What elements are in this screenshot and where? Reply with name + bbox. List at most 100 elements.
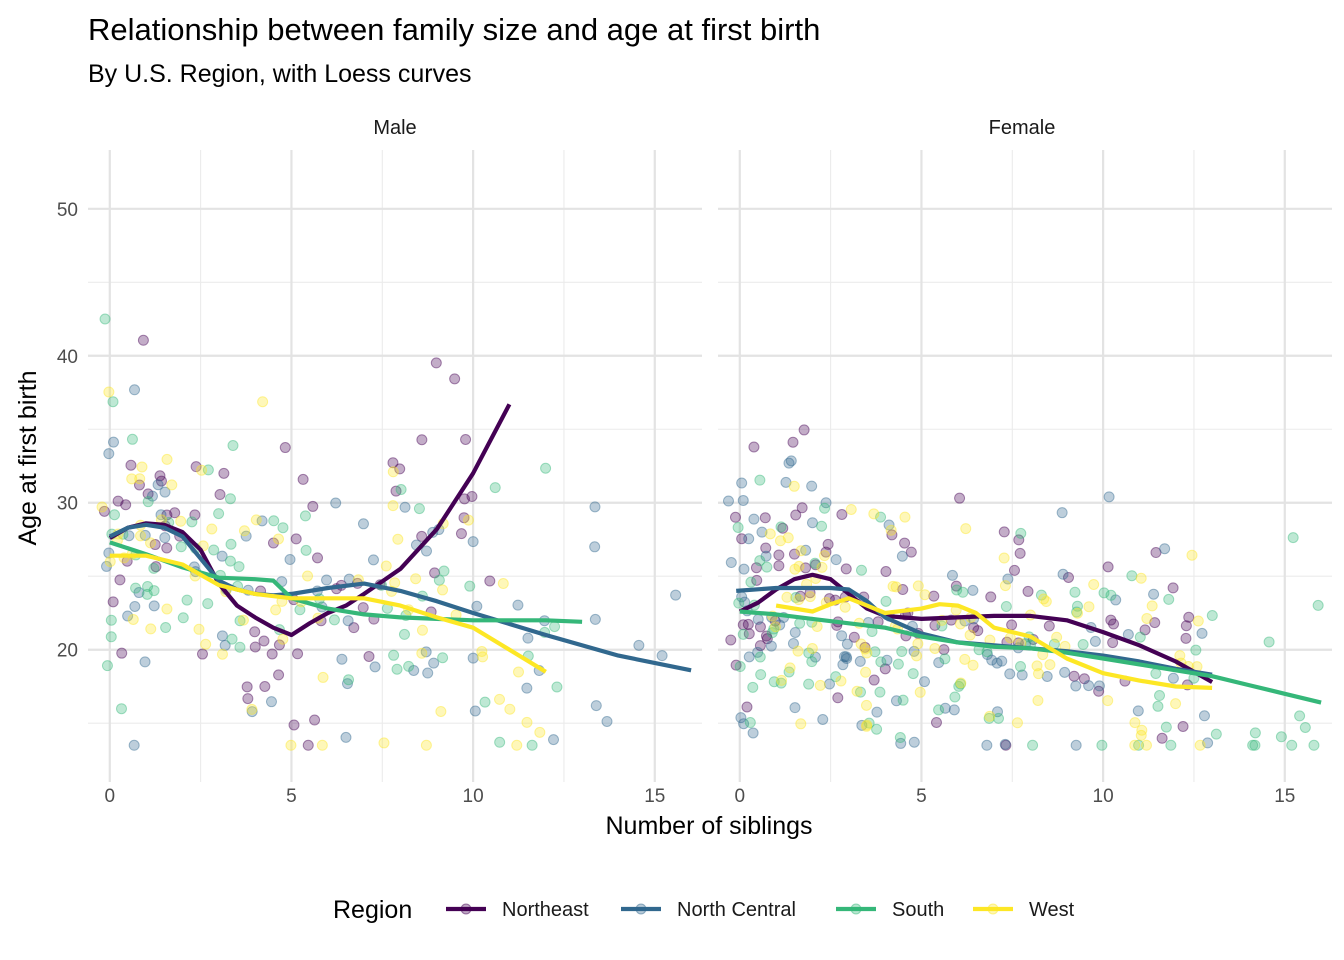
x-tick-label: 5	[286, 786, 297, 807]
point-west	[416, 624, 428, 636]
point-north-central	[1110, 594, 1122, 606]
point-north-central	[330, 497, 342, 509]
point-south	[403, 660, 415, 672]
point-north-central	[467, 652, 479, 664]
point-northeast	[288, 719, 300, 731]
point-west	[929, 642, 941, 654]
point-northeast	[1068, 670, 1080, 682]
point-northeast	[773, 560, 785, 572]
point-west	[477, 651, 489, 663]
loess-curves	[736, 572, 1322, 705]
point-south	[783, 666, 795, 678]
point-north-central	[743, 651, 755, 663]
point-west	[855, 638, 867, 650]
point-north-central	[991, 706, 1003, 718]
point-west	[964, 629, 976, 641]
point-north-central	[765, 640, 777, 652]
point-north-central	[369, 661, 381, 673]
point-south	[437, 652, 449, 664]
point-north-central	[240, 530, 252, 542]
scatter-points	[96, 313, 682, 751]
point-south	[819, 502, 831, 514]
point-northeast	[1000, 739, 1012, 751]
point-northeast	[455, 528, 467, 540]
point-west	[534, 726, 546, 738]
point-west	[175, 515, 187, 527]
point-west	[145, 623, 157, 635]
point-west	[1083, 601, 1095, 613]
point-south	[1294, 710, 1306, 722]
point-northeast	[750, 562, 762, 574]
point-west	[511, 739, 523, 751]
point-north-central	[838, 651, 850, 663]
point-north-central	[589, 541, 601, 553]
point-north-central	[830, 554, 842, 566]
point-west	[416, 647, 428, 659]
point-west	[145, 537, 157, 549]
point-west	[782, 532, 794, 544]
point-south	[761, 561, 773, 573]
point-south	[1247, 739, 1259, 751]
point-west	[193, 623, 205, 635]
point-northeast	[279, 442, 291, 454]
point-north-central	[1167, 672, 1179, 684]
point-northeast	[249, 641, 261, 653]
point-south	[993, 712, 1005, 724]
point-south	[433, 574, 445, 586]
point-northeast	[950, 580, 962, 592]
point-south	[494, 736, 506, 748]
point-south	[1263, 636, 1275, 648]
point-west	[1129, 717, 1141, 729]
point-north-central	[1004, 668, 1016, 680]
point-northeast	[840, 563, 852, 575]
point-west	[420, 739, 432, 751]
point-northeast	[1043, 620, 1055, 632]
point-south	[983, 712, 995, 724]
point-north-central	[774, 619, 786, 631]
point-northeast	[798, 424, 810, 436]
point-northeast	[348, 622, 360, 634]
point-west	[1174, 650, 1186, 662]
point-north-central	[471, 600, 483, 612]
point-northeast	[754, 621, 766, 633]
point-north-central	[129, 384, 141, 396]
point-north-central	[738, 563, 750, 575]
point-north-central	[986, 654, 998, 666]
point-north-central	[420, 646, 432, 658]
point-north-central	[856, 719, 868, 731]
point-west	[136, 461, 148, 473]
point-west	[776, 674, 788, 686]
point-south	[869, 646, 881, 658]
loess-curve-west	[109, 553, 547, 674]
point-west	[868, 508, 880, 520]
point-north-central	[1070, 739, 1082, 751]
point-north-central	[633, 639, 645, 651]
point-south	[343, 674, 355, 686]
point-northeast	[790, 509, 802, 521]
point-northeast	[836, 508, 848, 520]
point-south	[479, 696, 491, 708]
loess-curve-northeast	[108, 403, 512, 638]
point-north-central	[946, 569, 958, 581]
point-west	[387, 466, 399, 478]
point-west	[959, 653, 971, 665]
point-northeast	[1183, 611, 1195, 623]
point-south	[745, 576, 757, 588]
point-west	[1136, 724, 1148, 736]
point-west	[955, 677, 967, 689]
point-northeast	[429, 567, 441, 579]
point-west	[104, 556, 116, 568]
point-west	[793, 560, 805, 572]
point-west	[861, 719, 873, 731]
point-northeast	[114, 574, 126, 586]
point-northeast	[357, 602, 369, 614]
point-northeast	[214, 489, 226, 501]
point-north-central	[1103, 491, 1115, 503]
point-south	[489, 482, 501, 494]
point-north-central	[590, 700, 602, 712]
point-south	[1105, 589, 1117, 601]
point-south	[875, 511, 887, 523]
point-north-central	[139, 529, 151, 541]
point-west	[998, 552, 1010, 564]
point-north-central	[159, 532, 171, 544]
